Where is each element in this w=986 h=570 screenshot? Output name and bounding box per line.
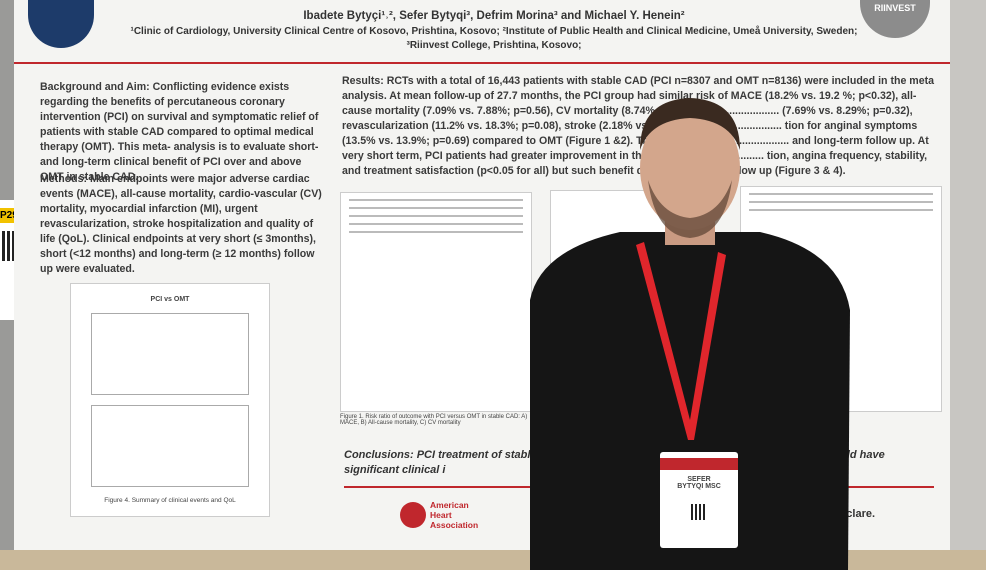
methods-text: Methods: Main endpoints were major adver… [40,173,322,275]
aha-heart [400,502,426,528]
aha-word: Association [430,520,479,530]
forest-plot [91,405,249,487]
badge-name: SEFER [687,476,711,483]
affiliation: ³Riinvest College, Prishtina, Kosovo; [406,40,582,51]
authors: Ibadete Bytyçi¹˒², Sefer Bytyqi³, Defrim… [303,10,685,22]
badge: SEFER BYTYQI MSC [660,452,738,548]
figure-4: PCI vs OMT Figure 4. Summary of clinical… [70,283,270,517]
aha-logo: American Heart Association [430,500,478,530]
board-tag: P29 [0,200,18,320]
affiliation: ¹Clinic of Cardiology, University Clinic… [130,26,858,37]
face [640,106,740,230]
shirt [530,232,850,570]
affiliations: ¹Clinic of Cardiology, University Clinic… [114,25,874,53]
figure-1-caption: Figure 1. Risk ratio of outcome with PCI… [340,414,528,426]
badge-qr [691,504,707,520]
board-number: P29 [0,208,18,223]
beard [648,180,732,238]
background-text: Background and Aim: Conflicting evidence… [40,81,319,183]
badge-header [660,458,738,470]
results-text: Results: RCTs with a total of 16,443 pat… [342,75,935,177]
wall [950,0,986,570]
figure-4-title: PCI vs OMT [150,296,190,303]
figure-4-caption: Figure 4. Summary of clinical events and… [104,497,236,504]
qr-code [2,231,16,261]
hair [640,98,740,150]
aha-word: Heart [430,510,452,520]
aha-word: American [430,500,469,510]
lanyard [636,242,726,440]
forest-plot [91,313,249,395]
header-rule [14,62,950,64]
badge-title: BYTYQI MSC [677,483,721,490]
